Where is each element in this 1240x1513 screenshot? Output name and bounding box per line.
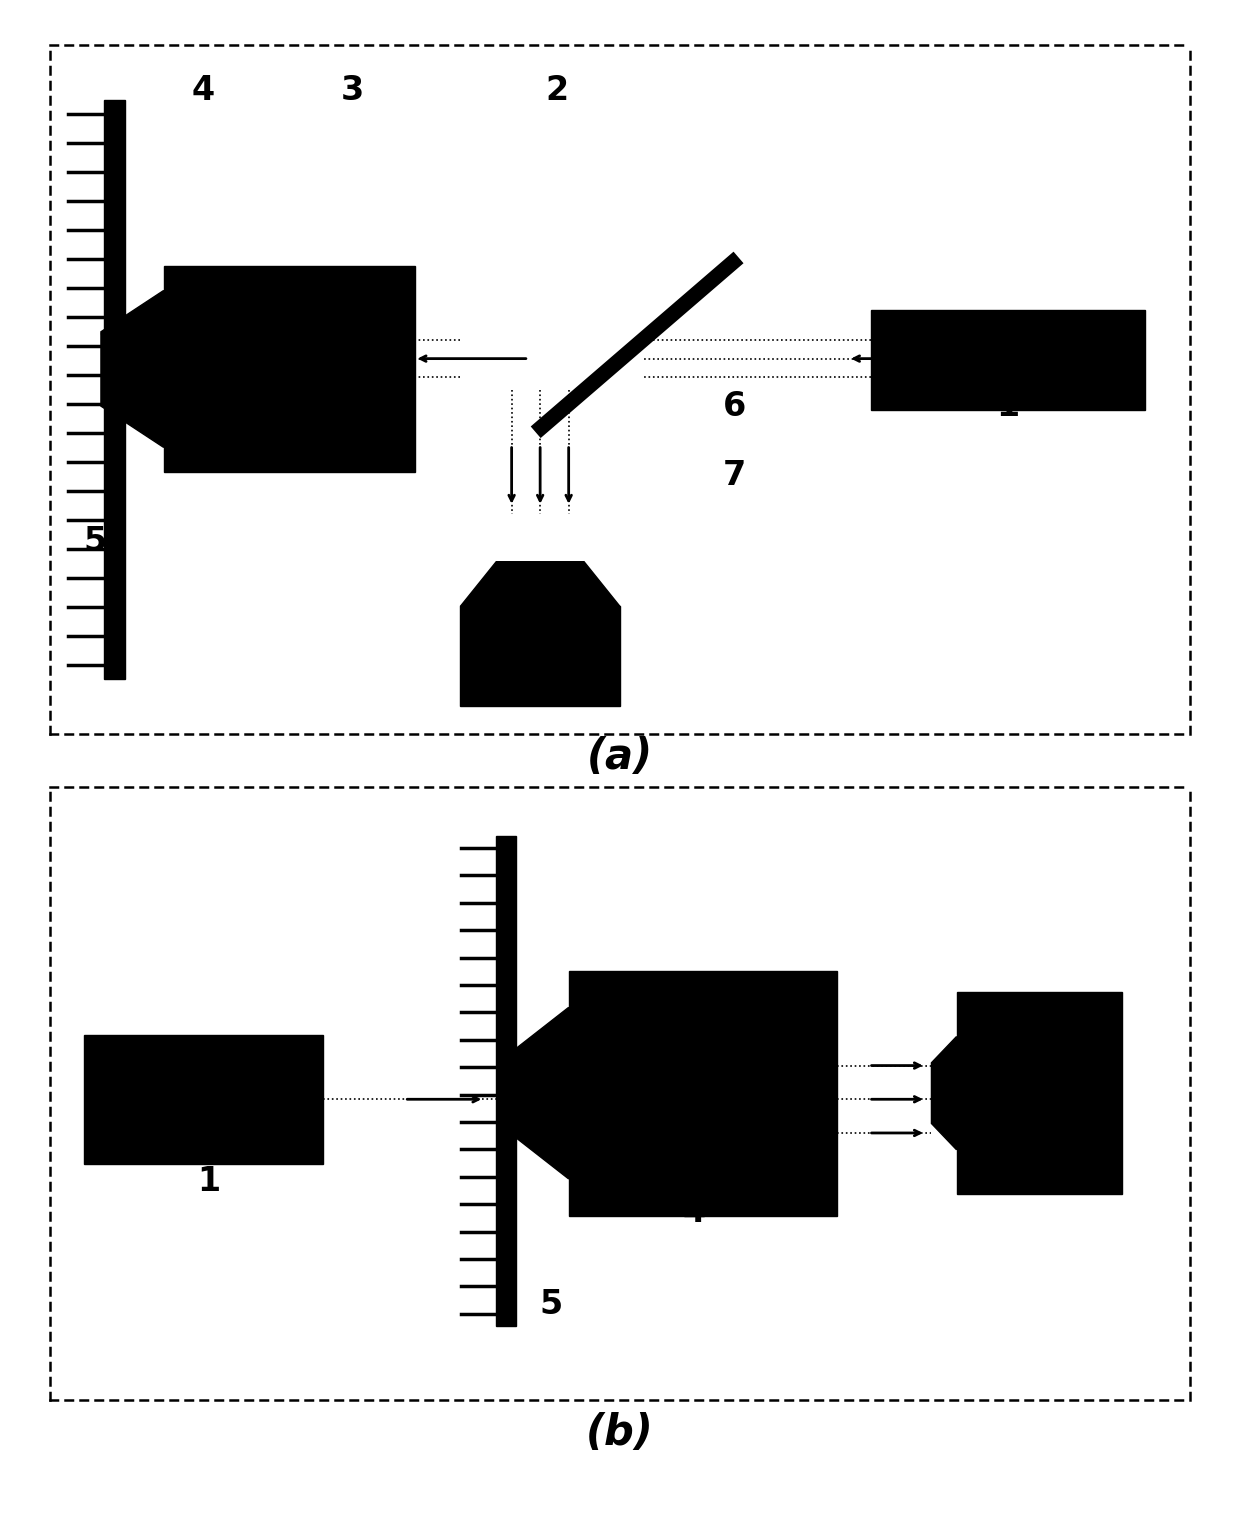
Text: 4: 4 — [682, 1197, 706, 1229]
Polygon shape — [460, 561, 620, 607]
Text: (b): (b) — [587, 1412, 653, 1454]
Text: 1: 1 — [197, 1165, 221, 1198]
Polygon shape — [931, 1036, 956, 1150]
Text: (a): (a) — [587, 735, 653, 778]
Text: 1: 1 — [996, 390, 1019, 424]
Polygon shape — [100, 290, 164, 448]
Bar — [496, 835, 516, 1325]
Bar — [569, 971, 837, 1216]
Text: 6: 6 — [723, 390, 745, 424]
Bar — [164, 266, 414, 472]
Text: 4: 4 — [192, 74, 216, 106]
Text: 7: 7 — [1053, 1114, 1076, 1147]
Text: 7: 7 — [723, 458, 745, 492]
Bar — [104, 100, 125, 679]
Text: 5: 5 — [83, 525, 107, 558]
Bar — [84, 1035, 324, 1163]
Bar — [870, 310, 1145, 410]
Text: 3: 3 — [340, 74, 363, 106]
Bar — [460, 607, 620, 707]
Polygon shape — [506, 1008, 569, 1179]
Text: 5: 5 — [539, 1288, 563, 1321]
Bar — [956, 993, 1122, 1194]
Text: 2: 2 — [546, 74, 569, 106]
